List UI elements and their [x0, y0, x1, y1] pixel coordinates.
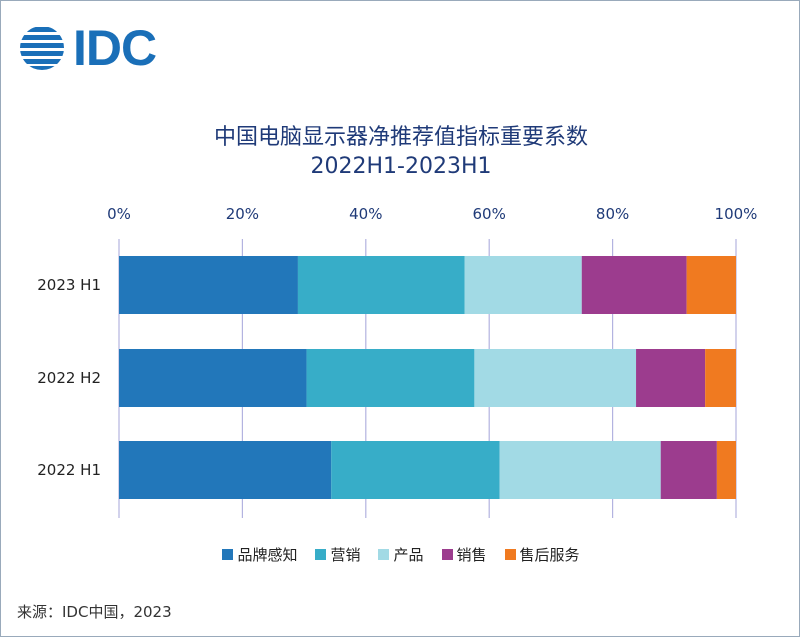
bar-segment	[581, 256, 687, 314]
bar-segment	[119, 256, 298, 314]
legend: 品牌感知 营销 产品 销售 售后服务	[1, 544, 799, 565]
legend-item: 售后服务	[504, 544, 580, 565]
legend-label: 品牌感知	[237, 546, 298, 564]
bar-segment	[119, 441, 332, 499]
legend-item: 营销	[315, 544, 360, 565]
bar-segment	[119, 349, 307, 407]
bar-segment	[464, 256, 582, 314]
logo-text: IDC	[73, 20, 157, 76]
bar-segment	[660, 441, 717, 499]
legend-label: 产品	[393, 546, 424, 564]
legend-item: 销售	[441, 544, 487, 565]
source-note: 来源：IDC中国，2023	[17, 603, 172, 621]
bar-segment	[474, 349, 637, 407]
bar-segment	[499, 441, 661, 499]
legend-swatch	[441, 549, 453, 560]
x-tick-label: 20%	[226, 205, 259, 223]
legend-swatch	[378, 549, 390, 560]
legend-swatch	[222, 549, 234, 560]
legend-swatch	[315, 549, 327, 560]
y-category-label: 2022 H2	[37, 369, 101, 387]
bar-segment	[686, 256, 736, 314]
bar-segment	[306, 349, 475, 407]
x-tick-label: 40%	[349, 205, 382, 223]
legend-label: 销售	[456, 546, 487, 564]
bar-segment	[297, 256, 465, 314]
legend-item: 品牌感知	[222, 544, 297, 565]
legend-label: 营销	[330, 546, 361, 564]
bar-segment	[636, 349, 706, 407]
legend-item: 产品	[378, 544, 424, 565]
y-category-label: 2022 H1	[37, 461, 101, 479]
legend-label: 售后服务	[519, 546, 580, 564]
x-tick-label: 80%	[596, 205, 629, 223]
bar-segment	[331, 441, 500, 499]
bar-segment	[705, 349, 736, 407]
y-category-label: 2023 H1	[37, 276, 101, 294]
x-tick-label: 60%	[473, 205, 506, 223]
chart-title: 中国电脑显示器净推荐值指标重要系数	[213, 125, 588, 150]
globe-icon	[20, 27, 64, 70]
chart-subtitle: 2022H1-2023H1	[310, 154, 492, 179]
legend-swatch	[504, 549, 516, 560]
x-tick-label: 100%	[715, 205, 758, 223]
x-tick-label: 0%	[107, 205, 131, 223]
idc-logo: IDC	[17, 19, 157, 77]
bar-segment	[716, 441, 736, 499]
